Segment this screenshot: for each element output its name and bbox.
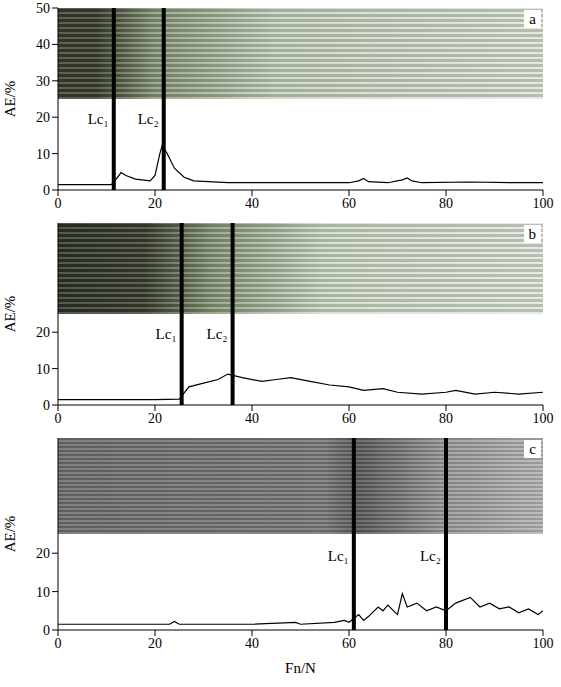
svg-text:40: 40 xyxy=(245,196,259,211)
svg-text:0: 0 xyxy=(55,636,62,651)
svg-text:0: 0 xyxy=(43,183,50,198)
svg-text:Lc₁: Lc₁ xyxy=(88,111,109,127)
svg-text:20: 20 xyxy=(36,325,50,340)
svg-text:AE/%: AE/% xyxy=(3,81,18,118)
svg-text:Lc₁: Lc₁ xyxy=(156,326,177,342)
svg-text:80: 80 xyxy=(439,196,453,211)
svg-text:0: 0 xyxy=(55,196,62,211)
svg-text:60: 60 xyxy=(342,636,356,651)
svg-text:Lc₂: Lc₂ xyxy=(420,548,441,564)
svg-text:0: 0 xyxy=(55,411,62,426)
svg-text:50: 50 xyxy=(36,1,50,16)
svg-text:20: 20 xyxy=(36,546,50,561)
svg-text:40: 40 xyxy=(245,411,259,426)
svg-text:Fn/N: Fn/N xyxy=(285,660,316,675)
svg-text:AE/%: AE/% xyxy=(3,296,18,333)
svg-text:Lc₁: Lc₁ xyxy=(328,548,349,564)
html-text:a: a xyxy=(529,11,536,27)
svg-text:10: 10 xyxy=(36,585,50,600)
svg-text:100: 100 xyxy=(533,411,554,426)
svg-text:10: 10 xyxy=(36,362,50,377)
svg-text:60: 60 xyxy=(342,411,356,426)
svg-text:0: 0 xyxy=(43,398,50,413)
svg-text:80: 80 xyxy=(439,636,453,651)
svg-text:0: 0 xyxy=(43,623,50,638)
svg-text:20: 20 xyxy=(148,411,162,426)
svg-text:40: 40 xyxy=(245,636,259,651)
svg-text:40: 40 xyxy=(36,37,50,52)
svg-text:20: 20 xyxy=(148,636,162,651)
svg-text:AE/%: AE/% xyxy=(3,516,18,553)
html-text:c: c xyxy=(529,441,536,457)
svg-text:Lc₂: Lc₂ xyxy=(138,111,159,127)
svg-text:100: 100 xyxy=(533,196,554,211)
svg-text:80: 80 xyxy=(439,411,453,426)
svg-text:100: 100 xyxy=(533,636,554,651)
html-text:b: b xyxy=(528,226,536,242)
svg-text:60: 60 xyxy=(342,196,356,211)
svg-text:Lc₂: Lc₂ xyxy=(207,326,228,342)
svg-text:20: 20 xyxy=(148,196,162,211)
svg-text:30: 30 xyxy=(36,74,50,89)
svg-text:20: 20 xyxy=(36,110,50,125)
svg-text:10: 10 xyxy=(36,147,50,162)
